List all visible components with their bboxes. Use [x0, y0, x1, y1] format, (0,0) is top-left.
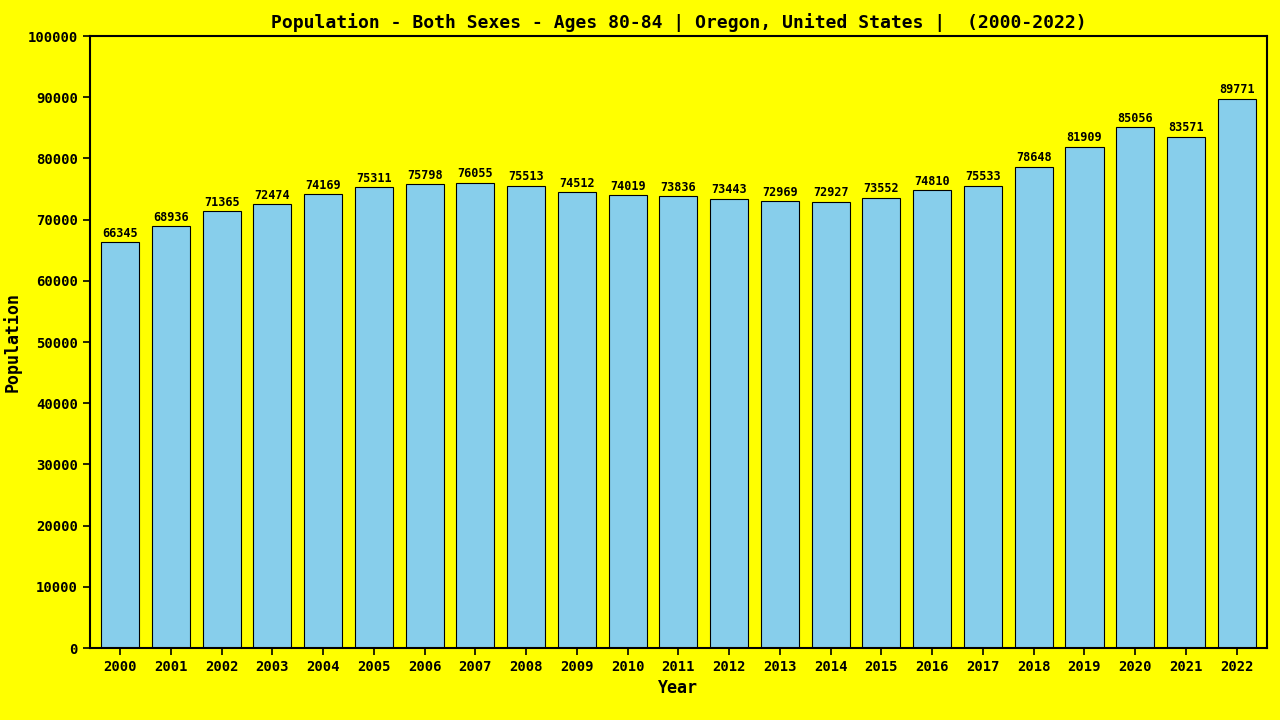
Text: 78648: 78648 — [1016, 151, 1052, 164]
Bar — [1015, 166, 1052, 648]
Text: 66345: 66345 — [102, 227, 138, 240]
Bar — [152, 226, 189, 648]
Text: 75798: 75798 — [407, 168, 443, 181]
Title: Population - Both Sexes - Ages 80-84 | Oregon, United States |  (2000-2022): Population - Both Sexes - Ages 80-84 | O… — [270, 13, 1087, 32]
Bar — [355, 187, 393, 648]
Bar — [964, 186, 1002, 648]
Bar — [608, 195, 646, 648]
Text: 73552: 73552 — [864, 182, 900, 195]
Bar — [812, 202, 850, 648]
Bar — [1065, 147, 1103, 648]
Bar — [863, 198, 900, 648]
Bar — [1116, 127, 1155, 648]
Bar — [1217, 99, 1256, 648]
Text: 73836: 73836 — [660, 181, 696, 194]
Bar — [305, 194, 342, 648]
Text: 75311: 75311 — [356, 171, 392, 184]
Bar — [1167, 137, 1204, 648]
Bar — [760, 202, 799, 648]
Y-axis label: Population: Population — [3, 292, 22, 392]
Text: 73443: 73443 — [712, 183, 748, 196]
Bar — [457, 183, 494, 648]
Text: 85056: 85056 — [1117, 112, 1153, 125]
Text: 74169: 74169 — [305, 179, 340, 192]
Text: 76055: 76055 — [457, 167, 493, 180]
Text: 83571: 83571 — [1169, 121, 1203, 134]
Text: 72969: 72969 — [762, 186, 797, 199]
Bar — [253, 204, 292, 648]
Bar — [710, 199, 749, 648]
Text: 72474: 72474 — [255, 189, 291, 202]
Text: 75533: 75533 — [965, 171, 1001, 184]
Bar — [913, 190, 951, 648]
Bar — [507, 186, 545, 648]
Text: 74810: 74810 — [914, 175, 950, 188]
Text: 68936: 68936 — [154, 211, 188, 224]
Text: 74019: 74019 — [609, 179, 645, 192]
Text: 89771: 89771 — [1219, 83, 1254, 96]
Text: 72927: 72927 — [813, 186, 849, 199]
Text: 71365: 71365 — [204, 196, 239, 209]
Bar — [202, 211, 241, 648]
Bar — [406, 184, 444, 648]
X-axis label: Year: Year — [658, 680, 699, 698]
Text: 81909: 81909 — [1066, 131, 1102, 144]
Bar — [659, 196, 698, 648]
Bar — [101, 242, 140, 648]
Text: 74512: 74512 — [559, 176, 595, 189]
Text: 75513: 75513 — [508, 171, 544, 184]
Bar — [558, 192, 596, 648]
